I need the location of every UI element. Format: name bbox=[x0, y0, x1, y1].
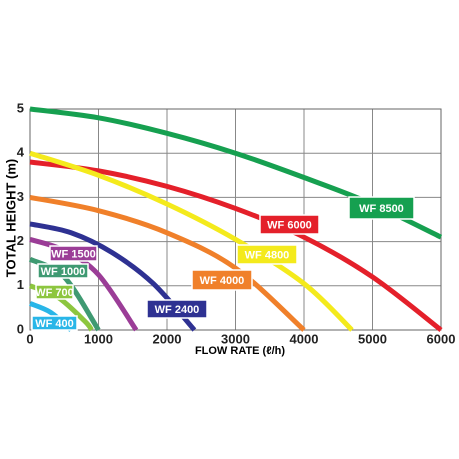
legend-label: WF 4800 bbox=[245, 249, 290, 261]
legend-label: WF 700 bbox=[35, 287, 74, 299]
series-line bbox=[29, 159, 443, 332]
x-axis-label: FLOW RATE (ℓ/h) bbox=[195, 345, 285, 357]
x-tick-label: 4000 bbox=[290, 331, 319, 346]
x-tick-label: 2000 bbox=[153, 331, 182, 346]
series-line bbox=[29, 150, 354, 332]
series-line bbox=[29, 221, 197, 332]
legend-label: WF 1000 bbox=[41, 266, 86, 278]
legend-box bbox=[236, 244, 298, 265]
y-tick-label: 3 bbox=[17, 189, 24, 204]
legend-label: WF 4000 bbox=[200, 275, 245, 287]
legend-box bbox=[37, 263, 89, 279]
legend-box bbox=[49, 245, 98, 262]
legend-box bbox=[31, 315, 78, 331]
x-tick-label: 3000 bbox=[221, 331, 250, 346]
x-tick-label: 1000 bbox=[84, 331, 113, 346]
y-tick-label: 2 bbox=[17, 233, 24, 248]
y-tick-label: 1 bbox=[17, 277, 24, 292]
legend-label: WF 2400 bbox=[155, 304, 200, 316]
x-tick-label: 5000 bbox=[358, 331, 387, 346]
legend-label: WF 400 bbox=[35, 318, 74, 330]
y-axis-label: TOTAL HEIGHT (m) bbox=[3, 159, 18, 277]
y-tick-label: 5 bbox=[17, 100, 24, 115]
y-tick-label: 4 bbox=[17, 145, 25, 160]
legend-box bbox=[191, 269, 253, 291]
legend-box bbox=[348, 196, 415, 220]
legend-box bbox=[146, 299, 208, 319]
legend-box bbox=[259, 214, 320, 235]
x-tick-label: 6000 bbox=[427, 331, 456, 346]
plot-border bbox=[29, 108, 442, 331]
series-line bbox=[29, 194, 306, 332]
y-tick-label: 0 bbox=[17, 321, 24, 336]
x-tick-label: 0 bbox=[26, 331, 33, 346]
legend-label: WF 6000 bbox=[267, 219, 312, 231]
legend-box bbox=[35, 284, 74, 300]
legend-label: WF 1500 bbox=[51, 248, 96, 260]
legend-label: WF 8500 bbox=[359, 203, 404, 215]
